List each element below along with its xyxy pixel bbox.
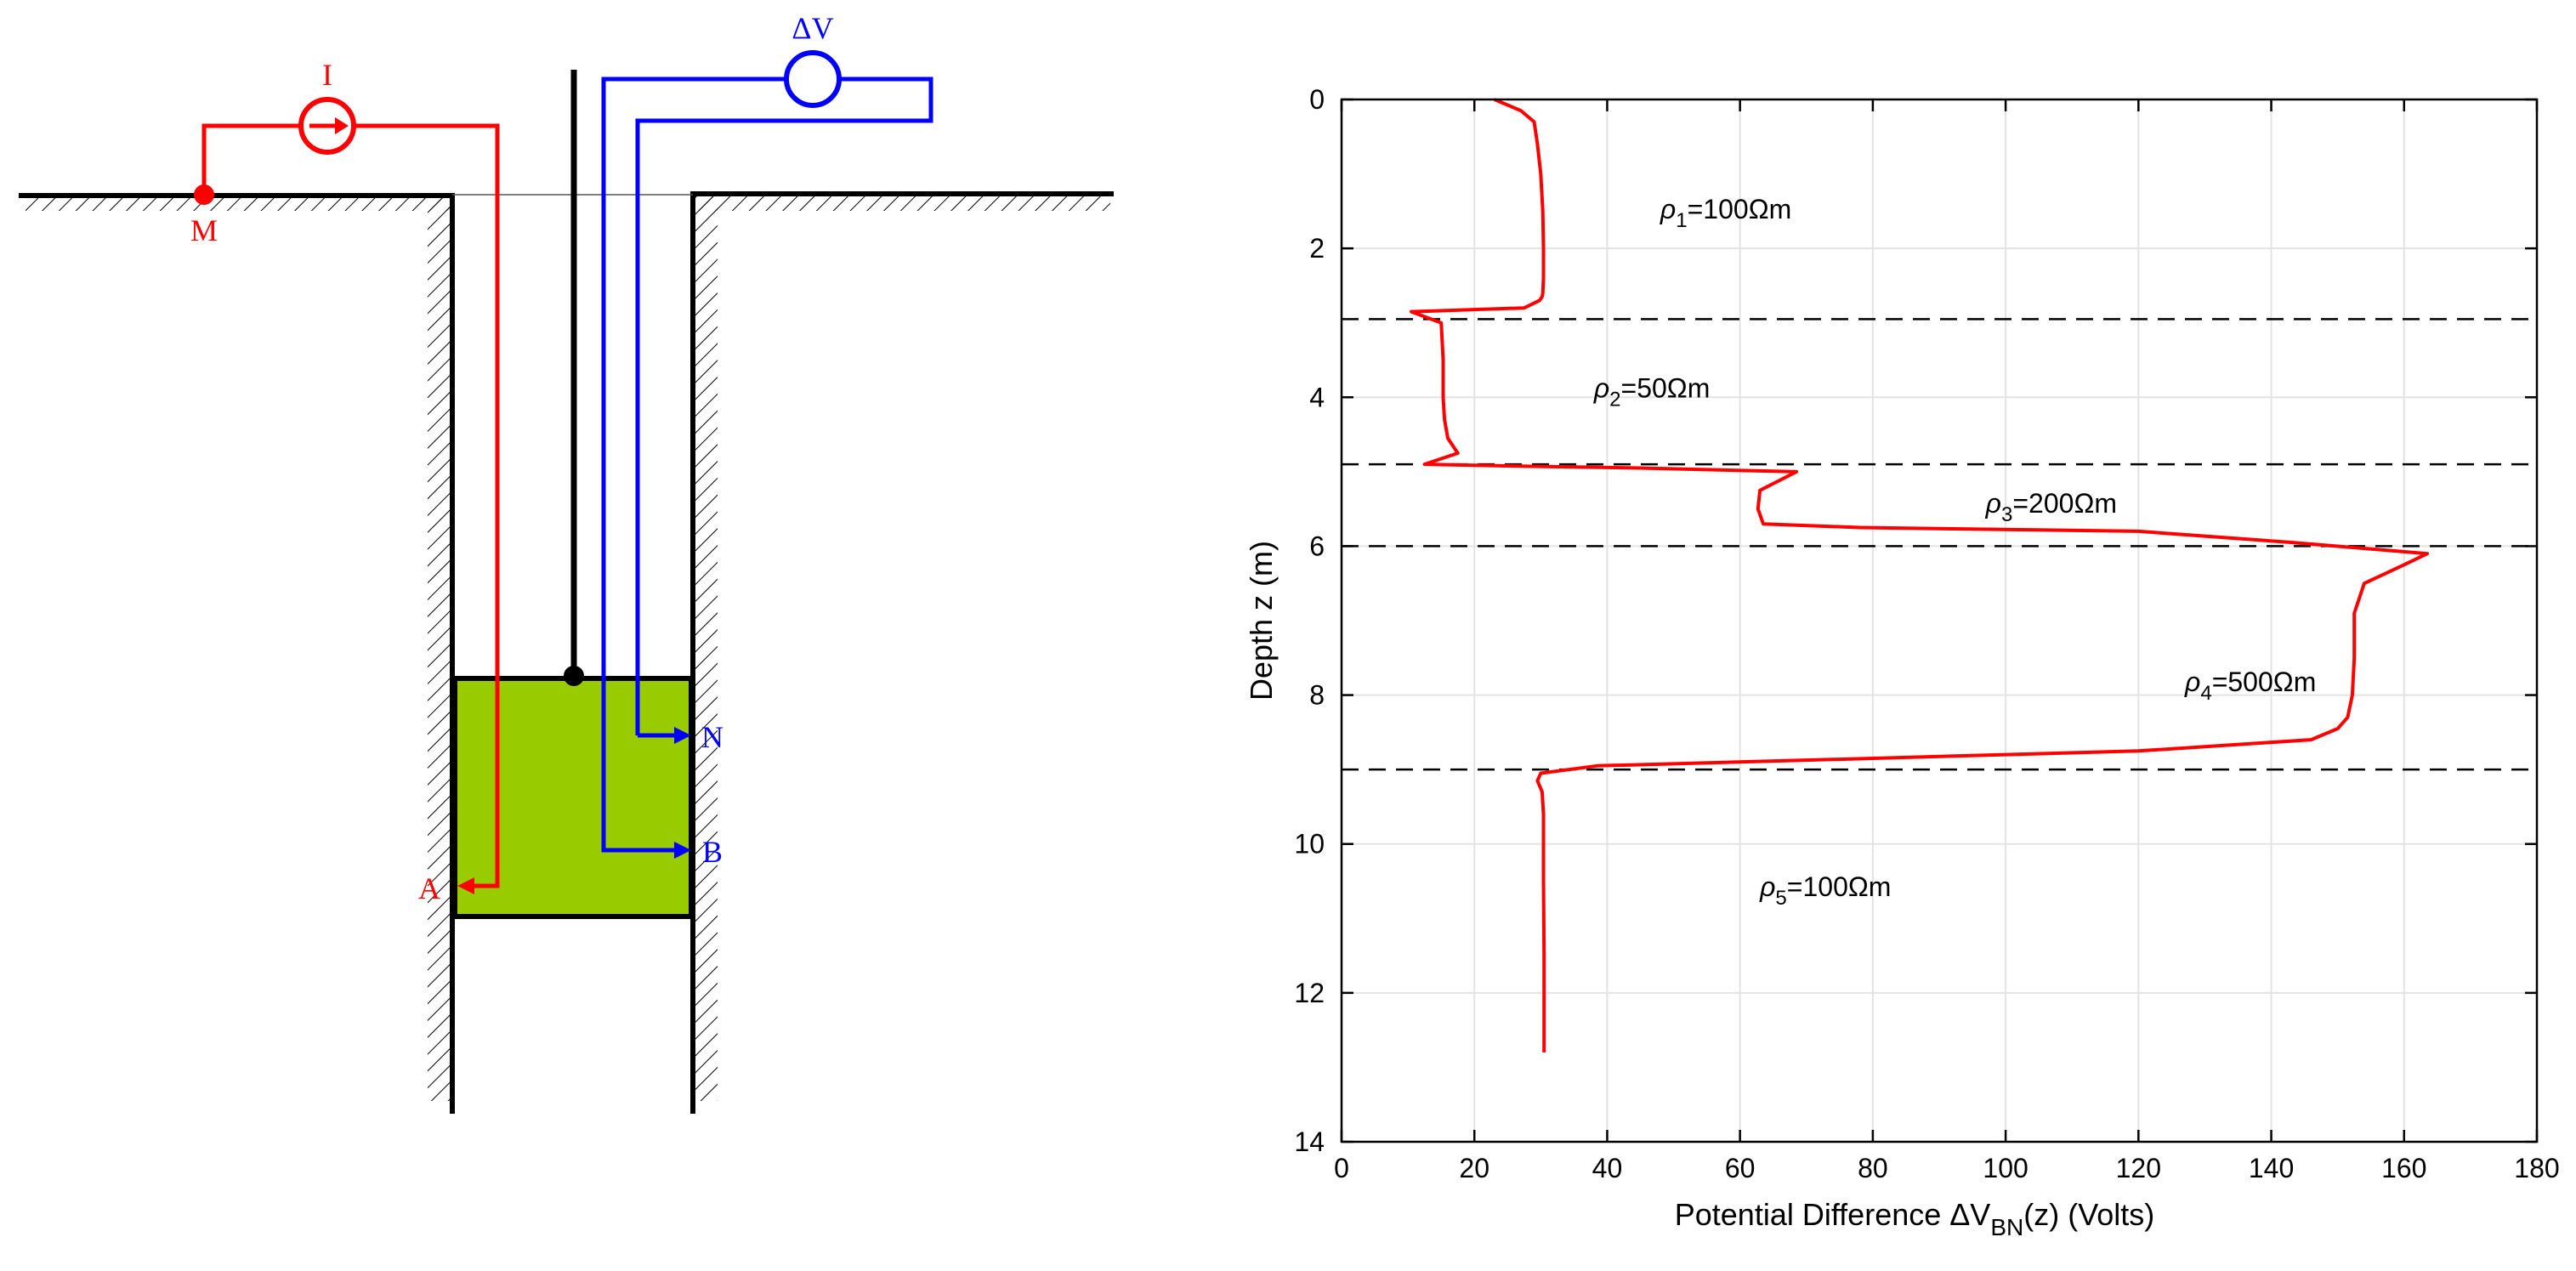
layer-resistivity-label: ρ4=500Ωm <box>2184 667 2316 705</box>
layer-index-subscript: 5 <box>1775 887 1786 910</box>
resistivity-value: =500Ωm <box>2212 667 2317 697</box>
ground-hatch-right <box>694 196 1110 211</box>
voltage-meter-label: ΔV <box>792 11 833 45</box>
x-tick-label: 140 <box>2249 1153 2294 1183</box>
x-tick-label: 60 <box>1725 1153 1756 1183</box>
resistivity-symbol: ρ <box>1593 372 1609 403</box>
y-tick-label: 12 <box>1294 978 1325 1008</box>
borehole-diagram: I M A ΔV N B <box>19 11 1114 1114</box>
y-tick-label: 8 <box>1309 680 1325 711</box>
electrode-b-label: B <box>702 835 723 869</box>
cable-attachment-point <box>564 666 584 686</box>
x-axis-label-main: Potential Difference ΔV <box>1675 1197 1991 1232</box>
resistivity-symbol: ρ <box>2184 667 2200 697</box>
resistivity-symbol: ρ <box>1660 194 1676 224</box>
y-tick-label: 6 <box>1309 531 1325 561</box>
resistivity-value: =200Ωm <box>2012 488 2117 519</box>
plot-frame <box>1340 98 2539 1143</box>
x-tick-label: 0 <box>1334 1153 1349 1183</box>
x-tick-label: 80 <box>1858 1153 1888 1183</box>
potential-difference-curve <box>1410 98 2430 1053</box>
x-tick-label: 120 <box>2116 1153 2161 1183</box>
layer-resistivity-label: ρ3=200Ωm <box>1985 488 2117 526</box>
resistivity-symbol: ρ <box>1985 488 2001 519</box>
potential-log-chart: ρ1=100Ωmρ2=50Ωmρ3=200Ωmρ4=500Ωmρ5=100Ωm … <box>1244 84 2560 1240</box>
layer-resistivity-label: ρ2=50Ωm <box>1593 372 1711 411</box>
wall-hatch-right <box>694 196 718 1101</box>
resistivity-value: =50Ωm <box>1621 372 1711 403</box>
voltage-meter-symbol <box>784 50 842 108</box>
electrode-b-arrow-head <box>674 842 691 859</box>
y-tick-label: 10 <box>1294 829 1325 860</box>
voltage-wire-inner <box>635 77 933 735</box>
x-tick-label: 40 <box>1592 1153 1623 1183</box>
current-circuit: I M A <box>190 58 500 905</box>
electrode-a-label: A <box>418 871 440 905</box>
resistivity-symbol: ρ <box>1759 871 1775 902</box>
x-axis-label: Potential Difference ΔVBN(z) (Volts) <box>1675 1197 2155 1240</box>
ground-surface-right <box>690 191 1114 1114</box>
resistivity-value: =100Ωm <box>1688 194 1792 224</box>
ground-hatch-left <box>26 196 451 211</box>
chart-series <box>1410 98 2430 1053</box>
surface-electrode-m <box>194 184 214 205</box>
x-tick-label: 100 <box>1983 1153 2028 1183</box>
chart-grid <box>1341 99 2538 1143</box>
x-axis-label-subscript: BN <box>1990 1214 2023 1240</box>
electrode-n-label: N <box>701 720 723 754</box>
layer-resistivity-label: ρ5=100Ωm <box>1759 871 1891 910</box>
y-axis-label: Depth z (m) <box>1244 541 1279 701</box>
current-wire-downhole <box>351 123 500 888</box>
ground-surface-left <box>19 193 455 1114</box>
wall-hatch-left <box>428 196 451 1101</box>
x-tick-label: 160 <box>2381 1153 2426 1183</box>
current-source-label: I <box>322 58 332 92</box>
logging-tool-body <box>452 676 694 919</box>
current-wire <box>201 123 304 195</box>
electrode-a-arrow-head <box>457 877 474 894</box>
layer-index-subscript: 3 <box>2001 503 2012 526</box>
x-axis-label-units: (z) (Volts) <box>2023 1197 2154 1232</box>
layer-index-subscript: 4 <box>2200 682 2211 705</box>
y-tick-label: 4 <box>1309 382 1325 412</box>
layer-index-subscript: 2 <box>1609 388 1620 411</box>
x-tick-label: 20 <box>1459 1153 1489 1183</box>
layer-boundaries <box>1342 318 2537 771</box>
y-tick-label: 2 <box>1309 233 1325 264</box>
current-arrow-head <box>335 117 349 134</box>
x-tick-label: 180 <box>2514 1153 2559 1183</box>
layer-index-subscript: 1 <box>1676 209 1687 232</box>
resistivity-value: =100Ωm <box>1787 871 1892 902</box>
voltage-circuit: ΔV N B <box>601 11 933 869</box>
layer-resistivity-label: ρ1=100Ωm <box>1660 194 1791 232</box>
electrode-n-arrow-head <box>674 727 691 744</box>
y-tick-label: 0 <box>1309 84 1325 115</box>
electrode-m-label: M <box>190 213 218 247</box>
voltage-wire-outer <box>601 77 786 853</box>
y-tick-label: 14 <box>1294 1126 1325 1157</box>
